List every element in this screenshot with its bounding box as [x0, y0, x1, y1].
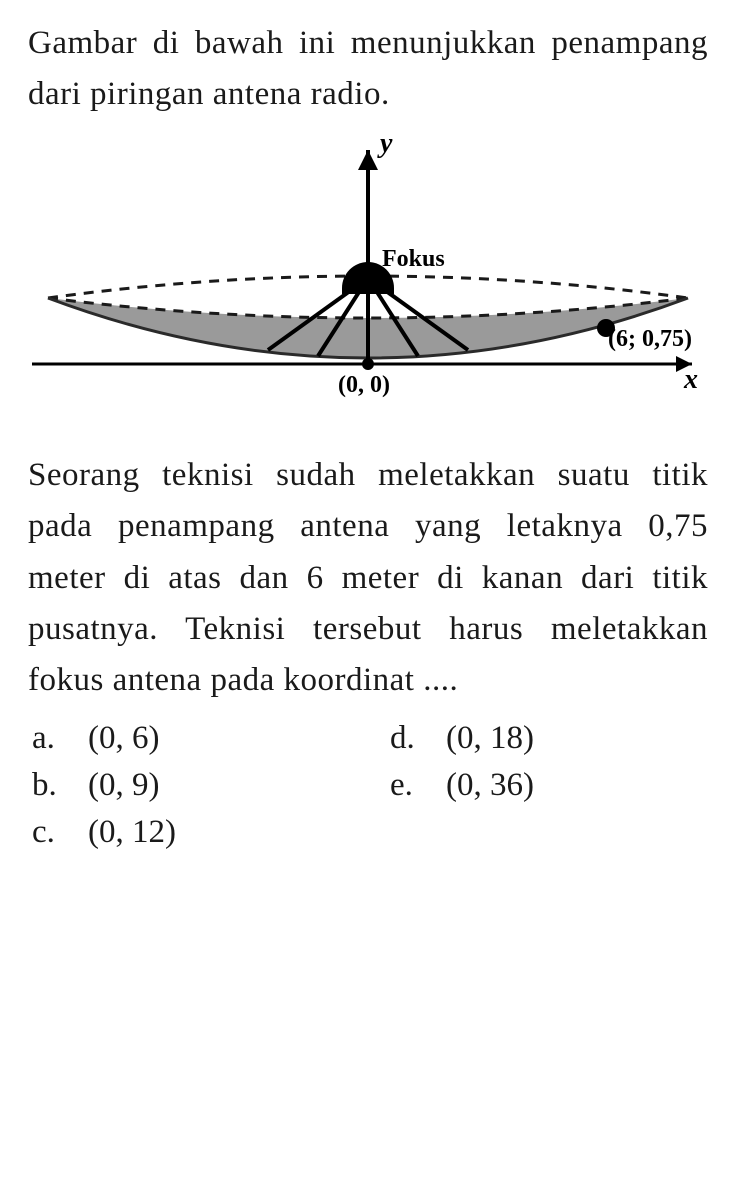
point-label: (6; 0,75) [608, 326, 692, 352]
option-value: (0, 12) [88, 814, 350, 851]
focus-label: Fokus [382, 246, 445, 272]
x-axis-label: x [683, 364, 698, 395]
option-value: (0, 6) [88, 720, 350, 757]
option-c: c. (0, 12) [32, 814, 350, 851]
option-letter: a. [32, 720, 88, 757]
option-letter: c. [32, 814, 88, 851]
y-axis-label: y [377, 128, 393, 159]
option-b: b. (0, 9) [32, 767, 350, 804]
option-value: (0, 18) [446, 720, 708, 757]
question-intro: Gambar di bawah ini menunjukkan penampan… [28, 18, 708, 120]
y-axis-arrow [358, 150, 378, 170]
options-grid: a. (0, 6) b. (0, 9) c. (0, 12) d. (0, 18… [28, 720, 708, 851]
option-letter: d. [390, 720, 446, 757]
origin-dot [362, 358, 374, 370]
option-value: (0, 9) [88, 767, 350, 804]
antenna-diagram: y x Fokus (0, 0) (6; 0,75) [28, 128, 708, 438]
option-letter: b. [32, 767, 88, 804]
option-letter: e. [390, 767, 446, 804]
option-a: a. (0, 6) [32, 720, 350, 757]
option-d: d. (0, 18) [390, 720, 708, 757]
option-value: (0, 36) [446, 767, 708, 804]
option-e: e. (0, 36) [390, 767, 708, 804]
question-body: Seorang teknisi sudah meletakkan suatu t… [28, 450, 708, 706]
origin-label: (0, 0) [338, 372, 390, 398]
